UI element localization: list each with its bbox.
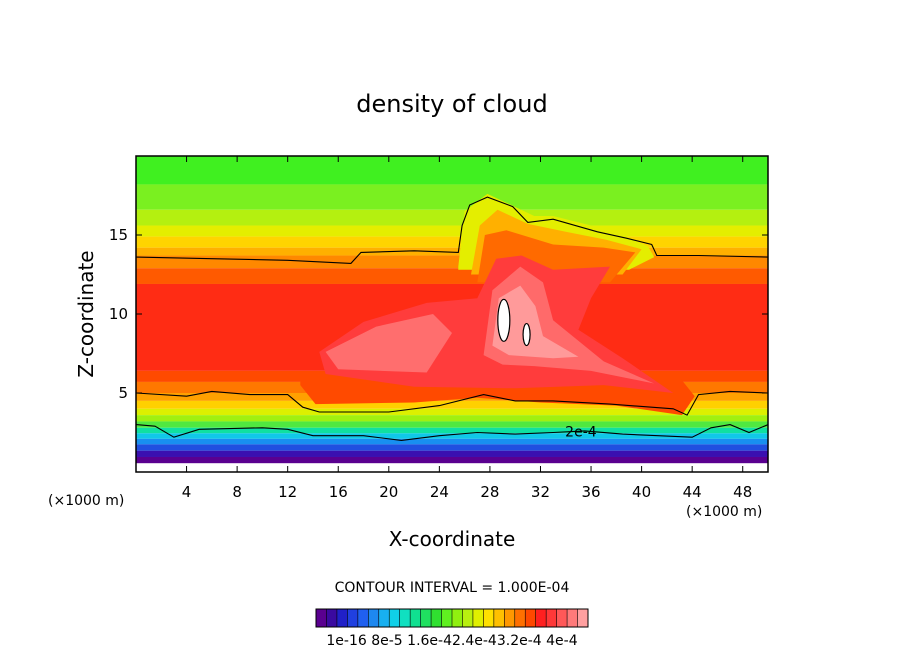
left-lobe [325, 314, 452, 373]
contour-band [136, 456, 768, 464]
contour-band [136, 421, 768, 428]
colorbar-swatch [389, 609, 400, 627]
contour-band [136, 400, 768, 409]
y-tick-label: 5 [118, 384, 128, 402]
contour-line-label: 2e-4 [565, 425, 597, 441]
colorbar-swatch [378, 609, 390, 627]
contour-band [136, 444, 768, 451]
contour-band [136, 438, 768, 445]
colorbar [315, 608, 589, 628]
colorbar-swatch [556, 609, 568, 627]
contour-band [136, 184, 768, 210]
x-unit-left: (×1000 m) [48, 493, 124, 509]
colorbar-swatch [399, 609, 411, 627]
contour-band [136, 236, 768, 248]
colorbar-swatch [483, 609, 495, 627]
y-axis-title: Z-coordinate [74, 250, 98, 377]
colorbar-swatch [462, 609, 474, 627]
contour-band [136, 156, 768, 185]
x-tick-label: 12 [278, 483, 297, 501]
contour-band [136, 433, 768, 439]
y-tick-label: 10 [109, 305, 128, 323]
colorbar-swatch [326, 609, 338, 627]
colorbar-swatch [347, 609, 359, 627]
contour-line-middle [136, 390, 768, 416]
x-tick-label: 16 [329, 483, 348, 501]
colorbar-swatch [525, 609, 536, 627]
lower-tongue [300, 377, 695, 416]
x-unit-right: (×1000 m) [686, 504, 762, 520]
x-tick-label: 36 [581, 483, 600, 501]
contour-interval-label: CONTOUR INTERVAL = 1.000E-04 [335, 580, 570, 596]
contour-band [136, 255, 768, 269]
colorbar-swatch [567, 609, 578, 627]
contour-band [136, 408, 768, 416]
contour-band [136, 415, 768, 422]
contour-band [136, 247, 768, 256]
contour-band [136, 268, 768, 284]
x-tick-label: 8 [232, 483, 242, 501]
x-tick-label: 24 [430, 483, 449, 501]
colorbar-swatch [441, 609, 453, 627]
colorbar-swatch [535, 609, 547, 627]
peak-region-2 [522, 322, 531, 347]
x-axis-title: X-coordinate [389, 527, 516, 551]
colorbar-frame [315, 608, 589, 628]
x-tick-label: 44 [683, 483, 702, 501]
peak-region-1 [497, 298, 511, 342]
colorbar-swatch [336, 609, 348, 627]
colorbar-swatch [452, 609, 463, 627]
colorbar-swatch [431, 609, 442, 627]
x-tick-label: 20 [379, 483, 398, 501]
contour-line-lower [136, 424, 768, 441]
x-tick-label: 4 [182, 483, 192, 501]
contour-band [136, 450, 768, 457]
y-tick-label: 15 [109, 226, 128, 244]
contour-band [136, 225, 768, 237]
contour-band [136, 209, 768, 226]
x-tick-label: 48 [733, 483, 752, 501]
colorbar-tick-labels: 1e-16 8e-5 1.6e-42.4e-43.2e-4 4e-4 [326, 633, 577, 649]
x-tick-label: 40 [632, 483, 651, 501]
colorbar-swatch [577, 609, 589, 627]
contour-band [136, 463, 768, 472]
contour-line-upper [136, 196, 768, 264]
tower-core-inner [492, 285, 579, 359]
colorbar-swatch [546, 609, 557, 627]
chart-title: density of cloud [356, 90, 547, 118]
colorbar-swatch [410, 609, 421, 627]
x-tick-label: 28 [480, 483, 499, 501]
plot-area: 2e-4 [136, 156, 768, 472]
colorbar-swatch [420, 609, 432, 627]
colorbar-swatch [504, 609, 516, 627]
colorbar-swatch [472, 609, 484, 627]
colorbar-swatch [514, 609, 526, 627]
contour-band [136, 427, 768, 434]
colorbar-swatch [493, 609, 505, 627]
x-tick-label: 32 [531, 483, 550, 501]
colorbar-swatch [368, 609, 380, 627]
colorbar-swatch [357, 609, 369, 627]
colorbar-swatch [316, 609, 327, 627]
